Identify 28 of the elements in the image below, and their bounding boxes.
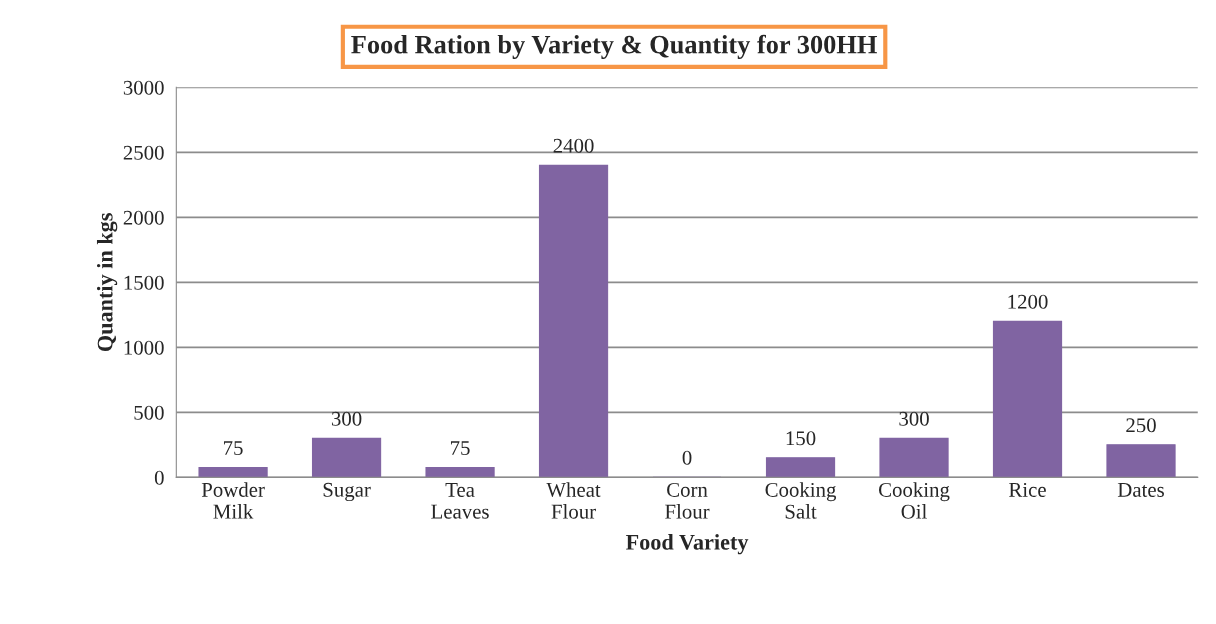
y-tick-label: 1000 — [124, 340, 164, 355]
y-axis-title: Quantiy in kgs — [96, 213, 118, 352]
data-label: 75 — [451, 441, 470, 456]
x-axis-title: Food Variety — [625, 534, 749, 555]
data-label: 150 — [786, 431, 816, 446]
data-label: 250 — [1126, 418, 1156, 433]
x-tick-label: Dates — [1117, 483, 1164, 497]
x-tick-label: Cooking Salt — [765, 482, 837, 519]
x-tick-label: Powder Milk — [201, 482, 265, 519]
x-tick-label: Rice — [1009, 482, 1046, 497]
x-tick-label: Corn Flour — [665, 482, 710, 519]
data-label: 75 — [224, 441, 243, 456]
x-tick-label: Sugar — [323, 482, 371, 502]
data-label: 2400 — [553, 138, 594, 153]
y-tick-label: 2500 — [123, 145, 164, 160]
y-tick-label: 500 — [134, 405, 164, 420]
data-label: 0 — [682, 450, 692, 465]
y-tick-label: 3000 — [123, 80, 164, 95]
data-label: 300 — [899, 411, 929, 426]
data-label: 1200 — [1008, 294, 1048, 309]
y-tick-label: 0 — [154, 470, 164, 485]
x-tick-label: Wheat Flour — [546, 482, 601, 519]
chart-title: Food Ration by Variety & Quantity for 300HH — [351, 34, 877, 59]
data-label: 300 — [331, 411, 362, 426]
x-tick-label: Cooking Oil — [879, 482, 950, 519]
y-tick-label: 2000 — [123, 210, 164, 225]
x-tick-label: Tea Leaves — [431, 483, 489, 519]
y-tick-label: 1500 — [124, 275, 164, 290]
